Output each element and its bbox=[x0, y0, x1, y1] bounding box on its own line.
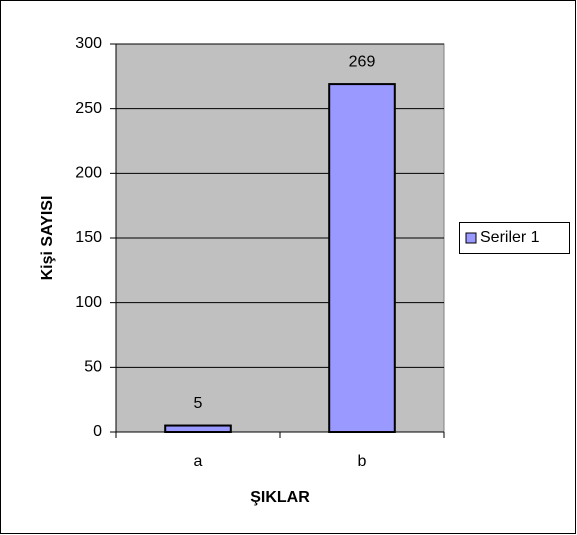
y-tick-label: 150 bbox=[75, 229, 102, 246]
legend-box bbox=[459, 222, 570, 254]
data-label: 5 bbox=[194, 395, 203, 412]
y-tick-label: 250 bbox=[75, 100, 102, 117]
y-tick-label: 200 bbox=[75, 165, 102, 182]
legend-label: Seriler 1 bbox=[480, 229, 540, 246]
y-tick-label: 100 bbox=[75, 294, 102, 311]
x-axis-title: ŞIKLAR bbox=[250, 489, 310, 506]
y-tick-label: 50 bbox=[84, 359, 102, 376]
bar bbox=[164, 424, 232, 433]
y-axis-title: Kişi SAYISI bbox=[39, 196, 56, 281]
bar bbox=[328, 83, 396, 434]
legend-swatch bbox=[465, 232, 477, 244]
y-tick-label: 0 bbox=[93, 423, 102, 440]
x-tick-label: b bbox=[358, 453, 367, 470]
y-tick-label: 300 bbox=[75, 35, 102, 52]
data-label: 269 bbox=[349, 53, 376, 70]
x-tick-label: a bbox=[194, 453, 203, 470]
